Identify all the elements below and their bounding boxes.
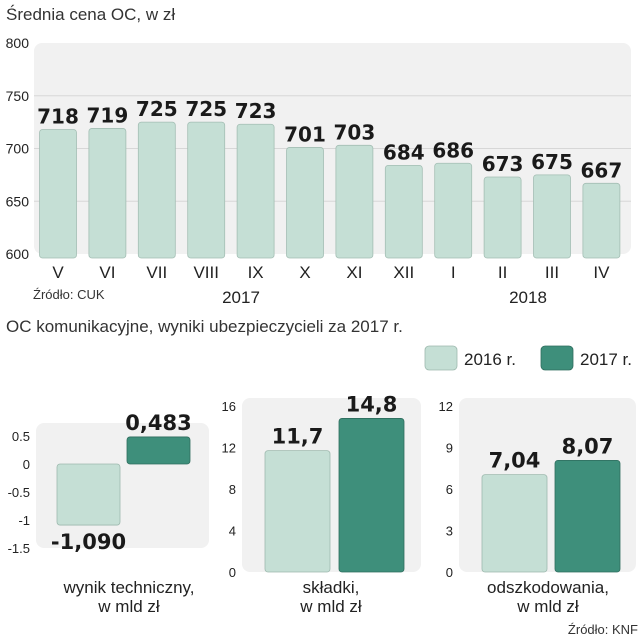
top-bar-vii: [137, 121, 176, 259]
top-bar-value-xii: 684: [383, 140, 425, 164]
top-x-tick-iv: IV: [593, 263, 610, 282]
panel-odszkodowania-y-tick: 9: [446, 441, 453, 456]
top-bar-value-ix: 723: [235, 99, 277, 123]
panel-wynik-y-tick: -1.5: [8, 541, 30, 556]
top-bar-ix: [236, 123, 275, 259]
top-x-tick-xi: XI: [346, 263, 362, 282]
top-bar-value-vii: 725: [136, 97, 178, 121]
panel-wynik-y-tick: 0: [23, 457, 30, 472]
top-bar-v: [39, 129, 77, 259]
top-x-tick-x: X: [299, 263, 310, 282]
legend-swatch-2017: [540, 345, 574, 371]
top-x-tick-ix: IX: [248, 263, 264, 282]
panel-skladki-y-tick: 0: [229, 565, 236, 580]
panel-wynik-y-tick: -1: [18, 513, 30, 528]
panel-skladki-y-tick: 8: [229, 482, 236, 497]
panel-skladki-label-line2: w mld zł: [299, 597, 362, 616]
top-bar-value-iii: 675: [531, 150, 573, 174]
top-x-tick-viii: VIII: [193, 263, 219, 282]
top-chart-source: Źródło: CUK: [33, 287, 105, 302]
top-bar-value-viii: 725: [185, 97, 227, 121]
bottom-chart-source: Źródło: KNF: [568, 622, 638, 637]
top-bar-value-iv: 667: [581, 158, 623, 182]
top-bar-viii: [187, 121, 226, 259]
panel-skladki-label-line1: składki,: [303, 578, 360, 597]
top-y-tick-750: 750: [6, 88, 30, 104]
top-bar-value-v: 718: [37, 105, 79, 129]
top-bar-iv: [582, 182, 621, 259]
panel-skladki-value-2016: 11,7: [272, 425, 324, 449]
top-bar-value-xi: 703: [334, 120, 376, 144]
panel-wynik-bar-2016: [56, 463, 121, 526]
panel-skladki-y-tick: 4: [229, 524, 236, 539]
panel-wynik-value-2016: -1,090: [51, 530, 126, 554]
panel-skladki-y-tick: 12: [222, 441, 236, 456]
top-bar-iii: [533, 174, 571, 259]
legend-label-2016: 2016 r.: [464, 350, 516, 369]
top-x-tick-xii: XII: [393, 263, 414, 282]
top-bar-value-vi: 719: [87, 103, 129, 127]
panel-odszkodowania-value-2017: 8,07: [562, 434, 614, 458]
top-x-tick-iii: III: [545, 263, 559, 282]
top-y-tick-650: 650: [6, 193, 30, 209]
top-bar-i: [434, 162, 473, 259]
top-y-tick-600: 600: [6, 246, 30, 262]
top-bar-xii: [384, 164, 423, 259]
top-bar-value-ii: 673: [482, 152, 524, 176]
panel-skladki-bar-2017: [338, 418, 405, 573]
panel-skladki-value-2017: 14,8: [346, 392, 398, 416]
top-y-tick-700: 700: [6, 141, 30, 157]
panel-odszkodowania-y-tick: 3: [446, 524, 453, 539]
top-bar-value-x: 701: [284, 122, 326, 146]
panel-skladki-y-tick: 16: [222, 399, 236, 414]
top-x-tick-v: V: [52, 263, 64, 282]
panel-wynik-y-tick: 0.5: [12, 429, 30, 444]
top-chart-year-2017: 2017: [222, 288, 260, 307]
top-x-tick-i: I: [451, 263, 456, 282]
panel-wynik-label-line1: wynik techniczny,: [62, 578, 194, 597]
top-y-tick-800: 800: [6, 35, 30, 51]
panel-wynik-bar-2017: [126, 436, 191, 465]
top-bar-vi: [88, 128, 127, 259]
panel-odszkodowania-label-line2: w mld zł: [516, 597, 579, 616]
panel-odszkodowania-bar-2016: [481, 474, 548, 573]
top-bar-ii: [483, 176, 522, 259]
panel-odszkodowania-value-2016: 7,04: [489, 449, 541, 473]
top-bar-xi: [335, 144, 374, 259]
top-x-tick-vi: VI: [99, 263, 115, 282]
panel-odszkodowania-label-line1: odszkodowania,: [487, 578, 609, 597]
top-x-tick-ii: II: [498, 263, 507, 282]
top-bar-x: [286, 147, 324, 259]
legend: 2016 r. 2017 r.: [424, 345, 632, 371]
top-x-tick-vii: VII: [146, 263, 167, 282]
top-chart-title: Średnia cena OC, w zł: [6, 5, 175, 24]
panel-wynik-value-2017: 0,483: [125, 411, 191, 435]
bottom-chart-title: OC komunikacyjne, wyniki ubezpieczycieli…: [6, 317, 403, 336]
panel-odszkodowania-y-tick: 6: [446, 482, 453, 497]
legend-label-2017: 2017 r.: [580, 350, 632, 369]
panel-odszkodowania-y-tick: 12: [439, 399, 453, 414]
panel-odszkodowania-bar-2017: [554, 459, 621, 573]
panel-wynik-label-line2: w mld zł: [97, 597, 160, 616]
panel-wynik-y-tick: -0.5: [8, 485, 30, 500]
panel-odszkodowania-y-tick: 0: [446, 565, 453, 580]
panel-skladki-bar-2016: [264, 450, 331, 573]
top-bar-value-i: 686: [432, 138, 474, 162]
legend-swatch-2016: [424, 345, 458, 371]
top-chart-year-2018: 2018: [509, 288, 547, 307]
